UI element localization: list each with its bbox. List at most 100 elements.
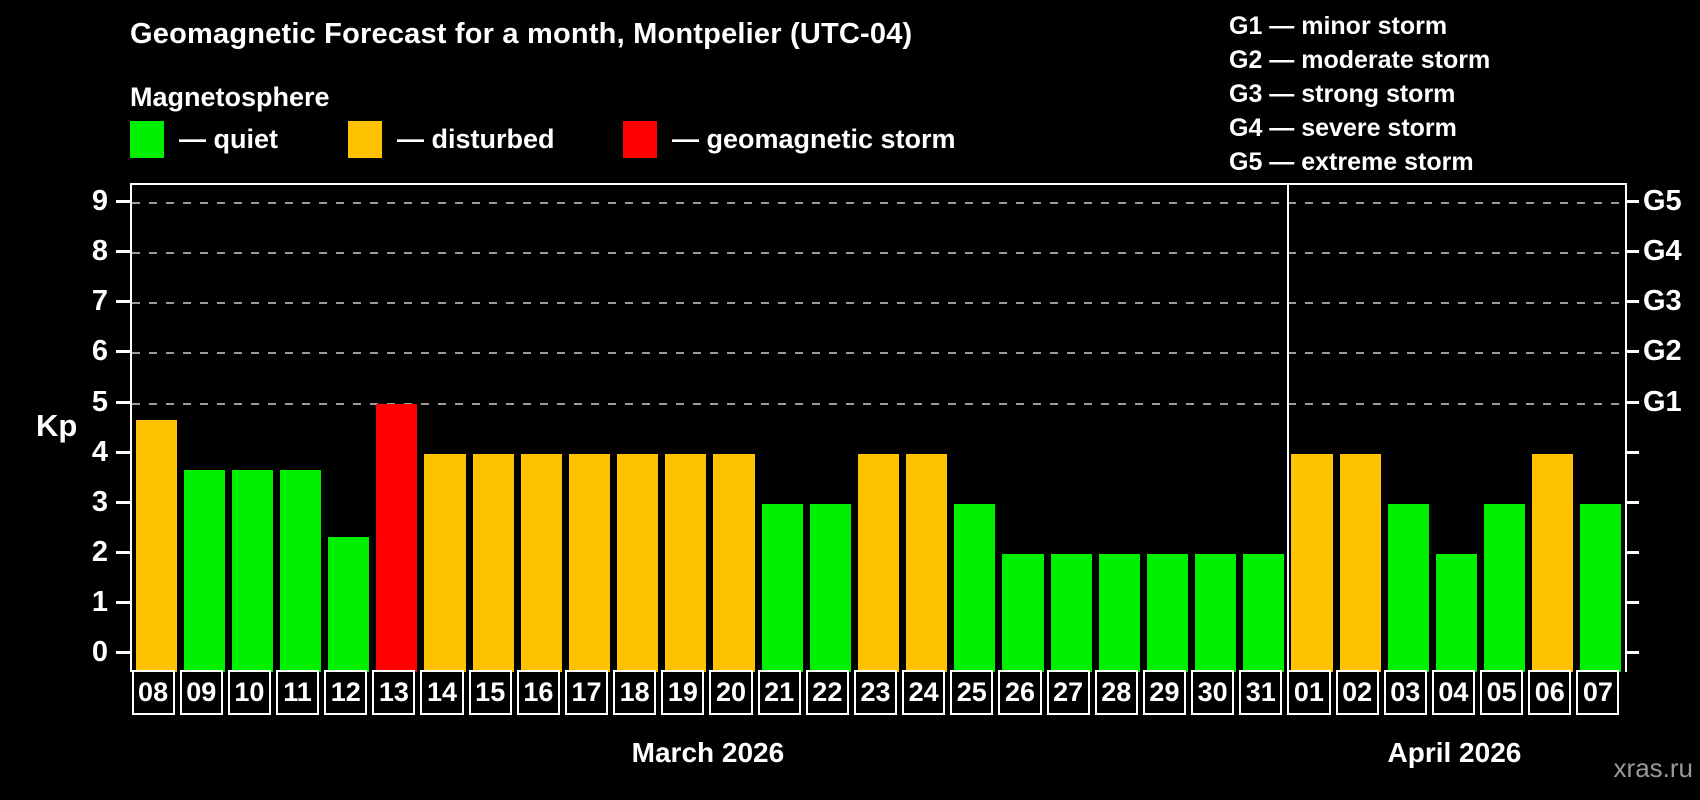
gridline-kp9 xyxy=(132,202,1625,205)
kp-bar-day-07 xyxy=(1580,503,1622,672)
left-axis-tick xyxy=(116,550,130,554)
date-label-23: 23 xyxy=(853,670,898,715)
right-axis-tick xyxy=(1625,500,1639,504)
left-axis-tick xyxy=(116,651,130,654)
date-label-22: 22 xyxy=(805,670,849,715)
date-label-12: 12 xyxy=(324,670,368,715)
date-label-18: 18 xyxy=(613,670,657,715)
kp-bar-day-28 xyxy=(1098,553,1140,672)
date-label-04: 04 xyxy=(1431,670,1475,715)
date-label-01: 01 xyxy=(1287,670,1331,715)
left-axis-tick xyxy=(116,300,130,304)
kp-bar-day-24 xyxy=(906,453,948,672)
magnetosphere-label: Magnetosphere xyxy=(130,82,330,112)
month-separator xyxy=(1286,185,1289,672)
kp-bar-day-14 xyxy=(424,453,466,672)
kp-bar-day-05 xyxy=(1484,503,1526,672)
kp-bar-day-26 xyxy=(1002,553,1044,672)
right-axis-tick xyxy=(1625,250,1639,254)
kp-bar-day-18 xyxy=(617,453,659,672)
left-axis-tick xyxy=(116,450,130,454)
legend-label-storm: — geomagnetic storm xyxy=(672,124,956,154)
kp-bar-day-04 xyxy=(1435,553,1477,672)
legend-item-storm: — geomagnetic storm xyxy=(623,121,956,158)
date-label-17: 17 xyxy=(564,670,609,715)
left-axis-tick xyxy=(116,400,130,404)
y-tick-label: 9 xyxy=(91,185,108,218)
y-tick-label: 5 xyxy=(91,385,108,418)
chart-title: Geomagnetic Forecast for a month, Montpe… xyxy=(130,18,913,50)
kp-bar-day-02 xyxy=(1339,453,1381,672)
date-label-10: 10 xyxy=(227,670,271,715)
y-tick-label: 4 xyxy=(91,435,108,468)
kp-bar-day-22 xyxy=(809,503,851,672)
date-label-09: 09 xyxy=(179,670,223,715)
month-label: April 2026 xyxy=(1387,737,1522,768)
quiet-color-swatch xyxy=(130,121,164,158)
date-label-06: 06 xyxy=(1528,670,1572,715)
g-level-label: G4 xyxy=(1643,235,1682,268)
kp-bar-day-10 xyxy=(231,470,273,672)
y-tick-label: 8 xyxy=(91,235,108,268)
kp-bar-day-03 xyxy=(1387,503,1429,672)
kp-bar-day-08 xyxy=(135,420,177,672)
left-axis-tick xyxy=(116,600,130,604)
right-axis-tick xyxy=(1625,400,1639,404)
date-label-08: 08 xyxy=(131,670,175,715)
legend-item-quiet: — quiet xyxy=(130,121,278,158)
right-axis-tick xyxy=(1625,550,1639,554)
date-label-25: 25 xyxy=(950,670,994,715)
kp-bar-day-29 xyxy=(1146,553,1189,672)
plot-area xyxy=(130,183,1627,672)
y-tick-label: 1 xyxy=(91,585,108,618)
date-label-27: 27 xyxy=(1046,670,1090,715)
kp-bar-day-15 xyxy=(472,453,514,672)
y-tick-label: 0 xyxy=(91,636,108,668)
left-axis-tick xyxy=(116,500,130,504)
gridline-kp7 xyxy=(132,302,1625,305)
kp-bar-day-01 xyxy=(1291,453,1333,672)
g-scale-legend: G1 — minor storm G2 — moderate storm G3 — … xyxy=(1229,9,1490,179)
disturbed-color-swatch xyxy=(348,121,382,158)
kp-bar-day-17 xyxy=(568,453,611,672)
kp-bar-day-20 xyxy=(713,453,755,672)
g-legend-line: G5 — extreme storm xyxy=(1229,148,1474,176)
right-axis-tick xyxy=(1625,350,1639,354)
y-tick-label: 7 xyxy=(91,285,108,318)
right-axis-tick xyxy=(1625,651,1639,654)
date-label-11: 11 xyxy=(275,670,320,715)
watermark: xras.ru xyxy=(1613,753,1693,783)
kp-bar-day-13 xyxy=(376,403,418,672)
legend-label-disturbed: — disturbed xyxy=(397,124,555,154)
date-label-03: 03 xyxy=(1383,670,1427,715)
kp-bar-day-23 xyxy=(857,453,900,672)
date-label-29: 29 xyxy=(1142,670,1187,715)
right-axis-tick xyxy=(1625,600,1639,604)
kp-bar-day-16 xyxy=(520,453,562,672)
date-label-31: 31 xyxy=(1239,670,1283,715)
left-axis-tick xyxy=(116,250,130,254)
g-legend-line: G2 — moderate storm xyxy=(1229,46,1491,74)
g-legend-line: G3 — strong storm xyxy=(1229,80,1456,108)
date-label-30: 30 xyxy=(1191,670,1235,715)
g-level-label: G2 xyxy=(1643,335,1682,368)
g-level-label: G3 xyxy=(1643,285,1682,318)
storm-color-swatch xyxy=(623,121,657,158)
g-level-label: G5 xyxy=(1643,185,1682,218)
date-label-20: 20 xyxy=(709,670,753,715)
kp-bar-day-25 xyxy=(954,503,996,672)
g-level-label: G1 xyxy=(1643,385,1682,418)
date-label-26: 26 xyxy=(998,670,1042,715)
kp-bar-day-11 xyxy=(279,470,322,672)
date-label-13: 13 xyxy=(372,670,416,715)
kp-bar-day-30 xyxy=(1195,553,1237,672)
kp-bar-day-27 xyxy=(1050,553,1092,672)
date-label-24: 24 xyxy=(902,670,946,715)
date-label-05: 05 xyxy=(1480,670,1524,715)
date-label-07: 07 xyxy=(1576,670,1620,715)
kp-bar-day-19 xyxy=(665,453,707,672)
date-label-16: 16 xyxy=(516,670,560,715)
date-label-15: 15 xyxy=(468,670,512,715)
date-label-28: 28 xyxy=(1094,670,1138,715)
date-label-19: 19 xyxy=(661,670,705,715)
